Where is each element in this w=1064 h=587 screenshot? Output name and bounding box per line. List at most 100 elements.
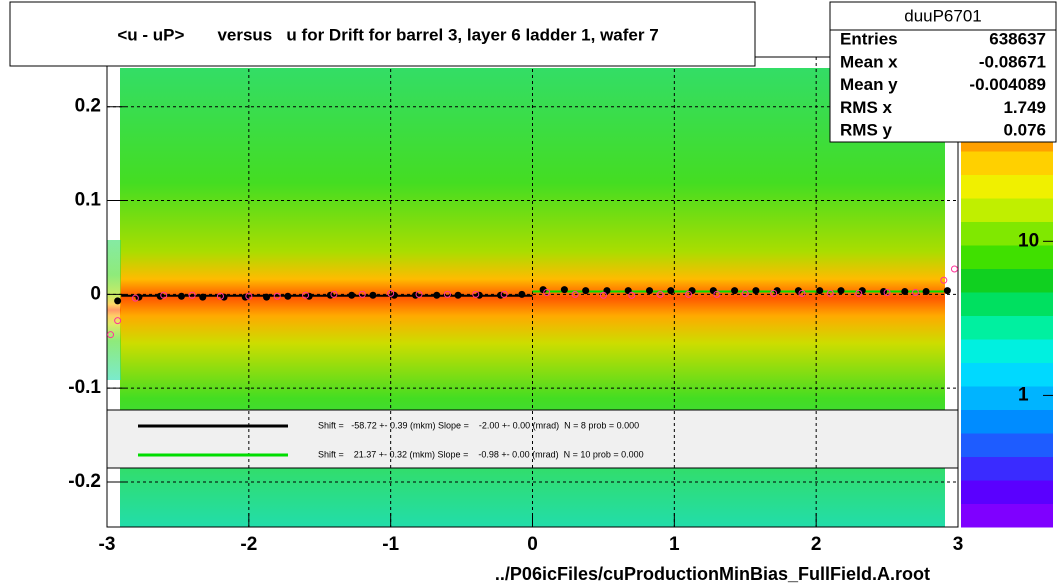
profile-point — [713, 290, 721, 298]
stats-value: 1.749 — [1003, 98, 1046, 117]
profile-point — [284, 292, 292, 300]
x-tick-label: 3 — [953, 534, 964, 555]
profile-point — [263, 293, 271, 301]
profile-point — [305, 292, 313, 300]
stats-label: RMS y — [840, 121, 893, 140]
profile-point — [131, 294, 139, 302]
stats-value: -0.004089 — [969, 75, 1046, 94]
profile-point — [358, 290, 366, 298]
profile-point — [411, 291, 419, 299]
chart-title: <u - uP> versus u for Drift for barrel 3… — [117, 25, 658, 44]
profile-point — [709, 287, 717, 295]
profile-point — [773, 287, 781, 295]
y-tick-label: 0.2 — [75, 96, 101, 117]
x-tick-label: -3 — [99, 534, 116, 555]
profile-point — [770, 289, 778, 297]
profile-point — [837, 287, 845, 295]
profile-point — [901, 288, 909, 296]
profile-point — [273, 292, 281, 300]
profile-point — [798, 289, 806, 297]
profile-point — [348, 291, 356, 299]
profile-point — [177, 292, 185, 300]
y-tick-label: -0.1 — [68, 377, 101, 398]
stats-label: Entries — [840, 29, 898, 48]
profile-point — [816, 287, 824, 295]
profile-point — [731, 287, 739, 295]
profile-point — [156, 292, 164, 300]
profile-point — [950, 265, 958, 273]
stats-title: duuP6701 — [904, 6, 982, 25]
x-tick-label: 2 — [811, 534, 822, 555]
profile-point — [855, 289, 863, 297]
palette-cell — [961, 362, 1053, 387]
z-tick-label: 10 — [1018, 230, 1039, 251]
palette-cell — [961, 292, 1053, 316]
profile-point — [114, 317, 122, 325]
x-tick-label: -1 — [382, 534, 399, 555]
profile-point — [543, 288, 551, 296]
profile-point — [599, 291, 607, 299]
profile-point — [302, 291, 310, 299]
palette-cell — [961, 456, 1053, 481]
profile-point — [415, 290, 423, 298]
profile-point — [539, 286, 547, 294]
profile-point — [794, 287, 802, 295]
stats-value: -0.08671 — [979, 52, 1046, 71]
profile-point — [880, 288, 888, 296]
y-tick-label: -0.2 — [68, 471, 101, 492]
profile-point — [911, 288, 919, 296]
palette-cell — [961, 198, 1053, 222]
profile-point — [241, 293, 249, 301]
profile-point — [326, 291, 334, 299]
profile-point — [943, 287, 951, 295]
profile-point — [646, 287, 654, 295]
profile-point — [443, 290, 451, 298]
stats-box: duuP6701 Entries 638637 Mean x -0.08671 Mean… — [829, 1, 1057, 143]
palette-cell — [961, 409, 1053, 434]
heatmap-edge — [107, 240, 121, 380]
profile-point — [688, 287, 696, 295]
profile-point — [922, 288, 930, 296]
legend-text: Shift = -58.72 +- 0.39 (mkm) Slope = -2.… — [318, 420, 639, 430]
profile-point — [330, 290, 338, 298]
profile-point — [560, 286, 568, 294]
profile-point — [114, 297, 122, 305]
stats-frame — [829, 1, 1057, 143]
stats-value: 0.076 — [1003, 121, 1046, 140]
profile-point — [475, 291, 483, 299]
stats-value: 638637 — [989, 29, 1046, 48]
profile-point — [518, 290, 526, 298]
profile-point — [685, 290, 693, 298]
profile-point — [752, 287, 760, 295]
profile-point — [135, 293, 143, 301]
profile-point — [107, 331, 115, 339]
palette-cell — [961, 221, 1053, 246]
profile-point — [199, 293, 207, 301]
palette-cell — [961, 480, 1053, 504]
palette-cell — [961, 268, 1053, 293]
stats-label: RMS x — [840, 98, 893, 117]
profile-point — [940, 276, 948, 284]
profile-point — [741, 289, 749, 297]
profile-point — [433, 291, 441, 299]
profile-point — [826, 289, 834, 297]
stats-label: Mean y — [840, 75, 898, 94]
stats-label: Mean x — [840, 52, 898, 71]
profile-point — [369, 291, 377, 299]
profile-point — [500, 290, 508, 298]
profile-point — [472, 290, 480, 298]
z-tick-label: 1 — [1018, 384, 1029, 405]
profile-point — [624, 287, 632, 295]
x-tick-label: 0 — [527, 534, 538, 555]
profile-point — [188, 291, 196, 299]
y-tick-label: 0.1 — [75, 190, 102, 211]
profile-point — [858, 287, 866, 295]
profile-point — [216, 292, 224, 300]
x-tick-label: -2 — [240, 534, 257, 555]
profile-point — [656, 290, 664, 298]
profile-point — [220, 293, 228, 301]
profile-point — [390, 291, 398, 299]
profile-point — [571, 290, 579, 298]
palette-cell — [961, 174, 1053, 199]
profile-point — [245, 292, 253, 300]
